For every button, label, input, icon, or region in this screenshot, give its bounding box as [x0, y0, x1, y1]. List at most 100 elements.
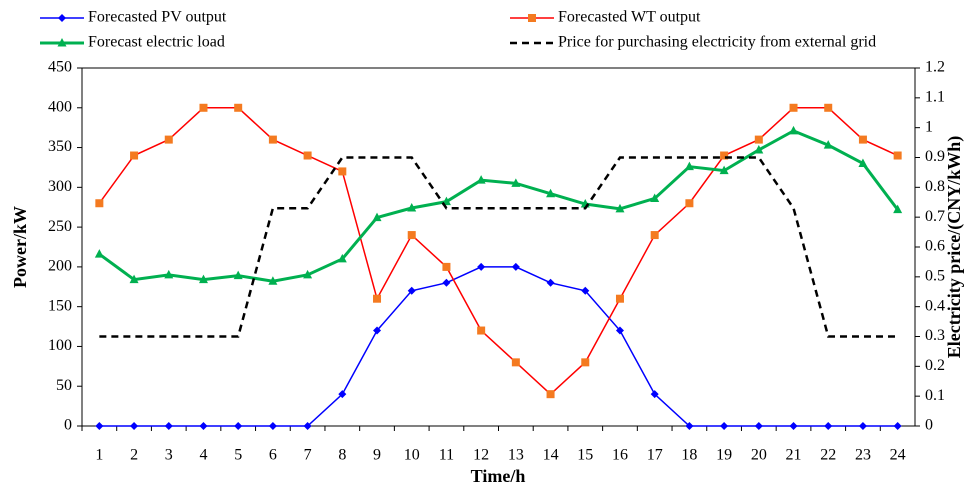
point — [268, 135, 277, 144]
y-tick-label: 450 — [48, 59, 72, 76]
x-tick-label: 1 — [95, 447, 103, 464]
point — [650, 231, 659, 240]
point — [720, 151, 729, 160]
point — [338, 167, 347, 176]
x-tick-label: 24 — [890, 447, 906, 464]
point — [650, 193, 660, 202]
y2-tick-label: 1.2 — [925, 59, 945, 76]
x-tick-label: 13 — [508, 447, 524, 464]
point — [268, 422, 277, 430]
x-tick-label: 18 — [681, 447, 697, 464]
x-tick-label: 4 — [199, 447, 207, 464]
point — [823, 140, 833, 149]
y2-tick-label: 1 — [925, 118, 933, 135]
x-tick-label: 20 — [751, 447, 767, 464]
y-tick-label: 250 — [48, 218, 72, 235]
legend-label: Forecasted WT output — [558, 9, 701, 26]
point — [685, 199, 694, 208]
x-tick-label: 9 — [373, 447, 381, 464]
point — [234, 103, 243, 112]
point — [893, 151, 902, 160]
x-tick-label: 2 — [130, 447, 138, 464]
y-tick-label: 350 — [48, 138, 72, 155]
x-tick-label: 6 — [269, 447, 277, 464]
point — [164, 422, 173, 430]
y2-tick-label: 0.5 — [925, 268, 945, 285]
legend-label: Price for purchasing electricity from ex… — [558, 34, 876, 51]
x-tick-label: 5 — [234, 447, 242, 464]
point — [685, 422, 694, 430]
x-tick-label: 10 — [404, 447, 420, 464]
y2-tick-label: 0.2 — [925, 357, 945, 374]
point — [234, 422, 243, 430]
legend-marker — [528, 14, 536, 22]
point — [615, 203, 625, 213]
point — [164, 269, 174, 279]
point — [476, 175, 486, 184]
y2-tick-label: 0.7 — [925, 208, 945, 225]
y2-tick-label: 0 — [925, 417, 933, 434]
point — [546, 188, 556, 198]
point — [477, 326, 486, 335]
point — [337, 253, 347, 263]
point — [581, 286, 590, 295]
x-tick-label: 7 — [304, 447, 312, 464]
x-tick-label: 23 — [855, 447, 871, 464]
point — [720, 422, 729, 430]
point — [303, 151, 312, 160]
point — [407, 203, 417, 212]
point — [615, 294, 624, 303]
series-line — [99, 266, 898, 427]
point — [199, 422, 208, 430]
series-line — [99, 156, 898, 338]
point — [754, 422, 763, 430]
y-tick-label: 0 — [64, 417, 72, 434]
y-axis-label: Power/kW — [10, 206, 30, 288]
point — [130, 422, 139, 430]
point — [303, 269, 313, 279]
point — [719, 165, 729, 175]
point — [303, 422, 312, 430]
series-line — [98, 129, 899, 283]
point — [858, 135, 867, 144]
legend-marker — [58, 14, 66, 22]
point — [511, 178, 521, 187]
legend-label: Forecasted PV output — [88, 9, 227, 26]
point — [373, 326, 382, 335]
y2-tick-label: 0.9 — [925, 148, 945, 165]
x-tick-label: 3 — [165, 447, 173, 464]
y2-tick-label: 0.4 — [925, 297, 945, 314]
point — [407, 286, 416, 295]
point — [789, 103, 798, 112]
plot-frame — [81, 67, 916, 427]
point — [130, 151, 139, 160]
point — [129, 274, 139, 284]
point — [442, 278, 451, 287]
point — [581, 358, 590, 367]
point — [684, 161, 694, 171]
point — [789, 422, 798, 430]
x-tick-label: 14 — [543, 447, 559, 464]
point — [407, 231, 416, 240]
point — [754, 135, 763, 144]
x-tick-label: 21 — [786, 447, 802, 464]
y-tick-label: 200 — [48, 258, 72, 275]
point — [511, 358, 520, 367]
point — [373, 294, 382, 303]
x-tick-label: 11 — [439, 447, 454, 464]
point — [477, 262, 486, 271]
point — [858, 158, 868, 167]
point — [615, 326, 624, 335]
x-tick-label: 15 — [577, 447, 593, 464]
y-tick-label: 50 — [56, 377, 72, 394]
y-tick-label: 400 — [48, 98, 72, 115]
x-tick-label: 12 — [473, 447, 489, 464]
x-tick-label: 8 — [338, 447, 346, 464]
series-line — [98, 107, 898, 396]
point — [546, 278, 555, 287]
y-tick-label: 100 — [48, 337, 72, 354]
point — [338, 390, 347, 399]
point — [511, 262, 520, 271]
x-axis-label: Time/h — [471, 466, 526, 486]
y2-axis-label: Electricity price/(CNY/kWh) — [944, 136, 965, 358]
